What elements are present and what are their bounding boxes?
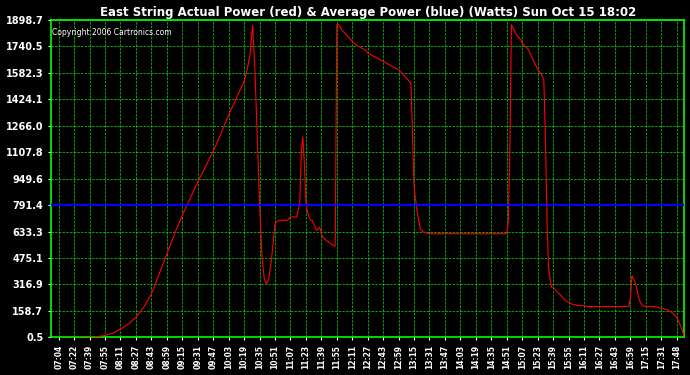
Title: East String Actual Power (red) & Average Power (blue) (Watts) Sun Oct 15 18:02: East String Actual Power (red) & Average… (99, 6, 635, 18)
Text: Copyright 2006 Cartronics.com: Copyright 2006 Cartronics.com (52, 28, 172, 37)
